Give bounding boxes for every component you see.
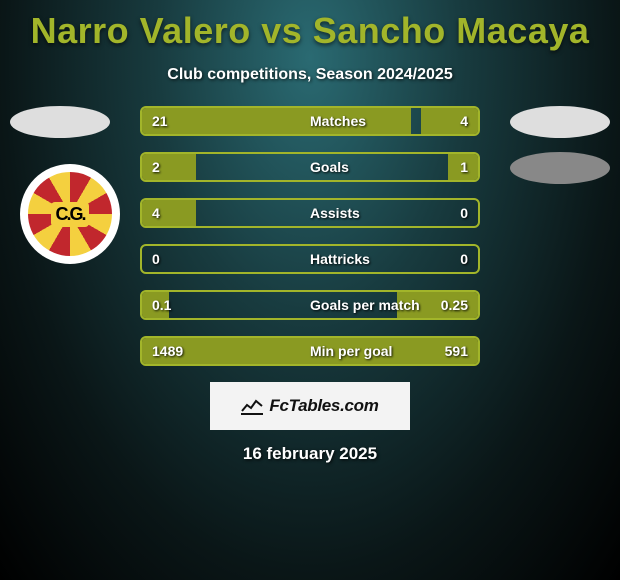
stat-label: Hattricks <box>310 251 370 267</box>
stat-right-fill <box>421 108 478 134</box>
stat-row: 0.1 0.25 Goals per match <box>140 290 480 320</box>
stat-left-value: 2 <box>152 159 160 175</box>
stat-row: 0 0 Hattricks <box>140 244 480 274</box>
stat-right-value: 0.25 <box>441 297 468 313</box>
player-right-club-avatar <box>510 152 610 184</box>
footer-brand: FcTables.com <box>210 382 410 430</box>
stat-row: 21 4 Matches <box>140 106 480 136</box>
stat-label: Matches <box>310 113 366 129</box>
stat-right-value: 1 <box>460 159 468 175</box>
stat-left-fill <box>142 108 411 134</box>
chart-icon <box>241 397 263 415</box>
stat-left-fill <box>142 200 196 226</box>
subtitle: Club competitions, Season 2024/2025 <box>0 66 620 84</box>
stats-bars: 214Matches21Goals40Assists00Hattricks0.1… <box>140 106 480 366</box>
comparison-area: C.G. 214Matches21Goals40Assists00Hattric… <box>0 106 620 366</box>
stat-left-value: 21 <box>152 113 168 129</box>
stat-left-fill <box>142 154 196 180</box>
stat-label: Min per goal <box>310 343 392 359</box>
stat-left-value: 0 <box>152 251 160 267</box>
stat-right-value: 0 <box>460 205 468 221</box>
stat-label: Assists <box>310 205 360 221</box>
stat-row: 2 1 Goals <box>140 152 480 182</box>
stat-right-value: 4 <box>460 113 468 129</box>
footer-brand-text: FcTables.com <box>269 396 378 416</box>
player-left-club-badge: C.G. <box>20 164 120 264</box>
stat-left-value: 0.1 <box>152 297 171 313</box>
stat-left-value: 4 <box>152 205 160 221</box>
date: 16 february 2025 <box>0 444 620 464</box>
stat-right-value: 0 <box>460 251 468 267</box>
stat-label: Goals per match <box>310 297 420 313</box>
club-badge-initials: C.G. <box>51 202 88 227</box>
page-title: Narro Valero vs Sancho Macaya <box>0 0 620 52</box>
player-right-avatar <box>510 106 610 138</box>
stat-label: Goals <box>310 159 349 175</box>
player-left-avatar <box>10 106 110 138</box>
stat-row: 4 0 Assists <box>140 198 480 228</box>
stat-row: 1489 591 Min per goal <box>140 336 480 366</box>
stat-left-value: 1489 <box>152 343 183 359</box>
stat-right-value: 591 <box>445 343 468 359</box>
